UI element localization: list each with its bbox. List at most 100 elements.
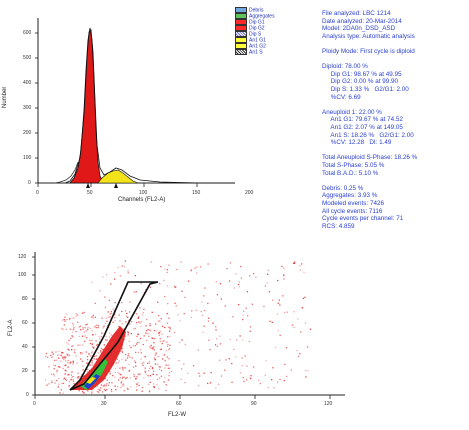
event-dot <box>249 330 251 332</box>
event-dot <box>117 266 119 269</box>
event-dot <box>64 369 66 371</box>
event-dot <box>149 323 151 325</box>
event-dot <box>297 318 299 320</box>
event-dot <box>75 330 77 333</box>
event-dot <box>177 314 179 316</box>
event-dot <box>72 378 74 381</box>
event-dot <box>162 358 164 360</box>
event-dot <box>207 317 210 319</box>
event-dot <box>70 337 72 340</box>
event-dot <box>123 385 125 387</box>
event-dot <box>85 324 87 326</box>
event-dot <box>168 349 170 351</box>
event-dot <box>137 341 139 344</box>
event-dot <box>276 381 279 383</box>
event-dot <box>76 377 78 379</box>
event-dot <box>112 374 114 377</box>
event-dot <box>196 266 198 268</box>
event-dot <box>55 379 58 382</box>
report-line: File analyzed: LBC 1214 <box>322 10 391 17</box>
event-dot <box>71 349 73 351</box>
histogram-ylabel: Number <box>2 86 8 108</box>
event-dot <box>179 341 181 343</box>
event-dot <box>281 265 283 268</box>
event-dot <box>235 356 237 358</box>
event-dot <box>71 335 73 337</box>
event-dot <box>145 289 147 291</box>
event-dot <box>247 315 249 317</box>
event-dot <box>118 314 120 316</box>
event-dot <box>97 326 99 329</box>
event-dot <box>66 313 68 315</box>
event-dot <box>158 366 160 368</box>
event-dot <box>202 331 204 333</box>
event-dot <box>70 361 72 363</box>
event-dot <box>141 314 143 316</box>
event-dot <box>65 370 67 372</box>
event-dot <box>157 355 159 358</box>
event-dot <box>51 356 53 358</box>
event-dot <box>153 342 155 344</box>
event-dot <box>169 326 171 329</box>
scatter-ylabel: FL2-A <box>8 319 14 336</box>
event-dot <box>151 368 154 370</box>
event-dot <box>105 339 107 341</box>
event-dot <box>276 313 278 315</box>
event-dot <box>99 338 101 340</box>
event-dot <box>106 379 108 381</box>
event-dot <box>118 379 120 381</box>
event-dot <box>245 307 247 309</box>
event-dot <box>104 296 106 298</box>
event-dot <box>91 339 93 342</box>
report-line: Aneuploid 1: 22.00 % <box>322 108 382 116</box>
event-dot <box>72 360 74 362</box>
event-dot <box>201 301 203 303</box>
event-dot <box>283 274 285 276</box>
event-dot <box>175 305 177 307</box>
event-dot <box>92 314 94 316</box>
event-dot <box>190 316 192 319</box>
legend-an1-s: An1 S <box>235 49 263 55</box>
event-dot <box>149 346 152 348</box>
event-dot <box>145 332 147 334</box>
event-dot <box>240 277 243 279</box>
event-dot <box>151 367 154 369</box>
event-dot <box>157 301 159 303</box>
legend-dip-g2: Dip G2 <box>235 25 265 31</box>
event-dot <box>82 312 84 314</box>
event-dot <box>166 341 168 343</box>
event-dot <box>121 385 123 387</box>
event-dot <box>246 291 248 293</box>
event-dot <box>229 262 232 264</box>
event-dot <box>153 357 156 359</box>
event-dot <box>125 359 127 361</box>
event-dot <box>105 389 108 391</box>
event-dot <box>156 378 159 381</box>
event-dot <box>70 374 73 376</box>
event-dot <box>114 385 116 387</box>
event-dot <box>219 335 221 337</box>
event-dot <box>93 355 95 357</box>
event-dot <box>224 369 226 371</box>
event-dot <box>153 386 155 388</box>
event-dot <box>107 384 110 386</box>
report-line: Dip G2: 0.00 % at 99.90 <box>322 78 398 86</box>
event-dot <box>134 361 137 364</box>
event-dot <box>98 388 100 391</box>
event-dot <box>277 302 279 304</box>
event-dot <box>134 360 136 362</box>
event-dot <box>80 329 82 331</box>
report-line: Model: 2DA0n_DSD_ASD <box>322 25 396 33</box>
event-dot <box>162 340 164 342</box>
event-dot <box>102 348 104 351</box>
event-dot <box>85 351 87 353</box>
event-dot <box>105 385 107 387</box>
event-dot <box>64 378 67 380</box>
event-dot <box>65 360 67 362</box>
event-dot <box>71 377 73 379</box>
event-dot <box>90 327 92 330</box>
event-dot <box>271 321 273 323</box>
hist-xtick-1: 50 <box>87 190 93 196</box>
scatter-ytick-4: 80 <box>22 296 28 302</box>
event-dot <box>168 326 170 328</box>
